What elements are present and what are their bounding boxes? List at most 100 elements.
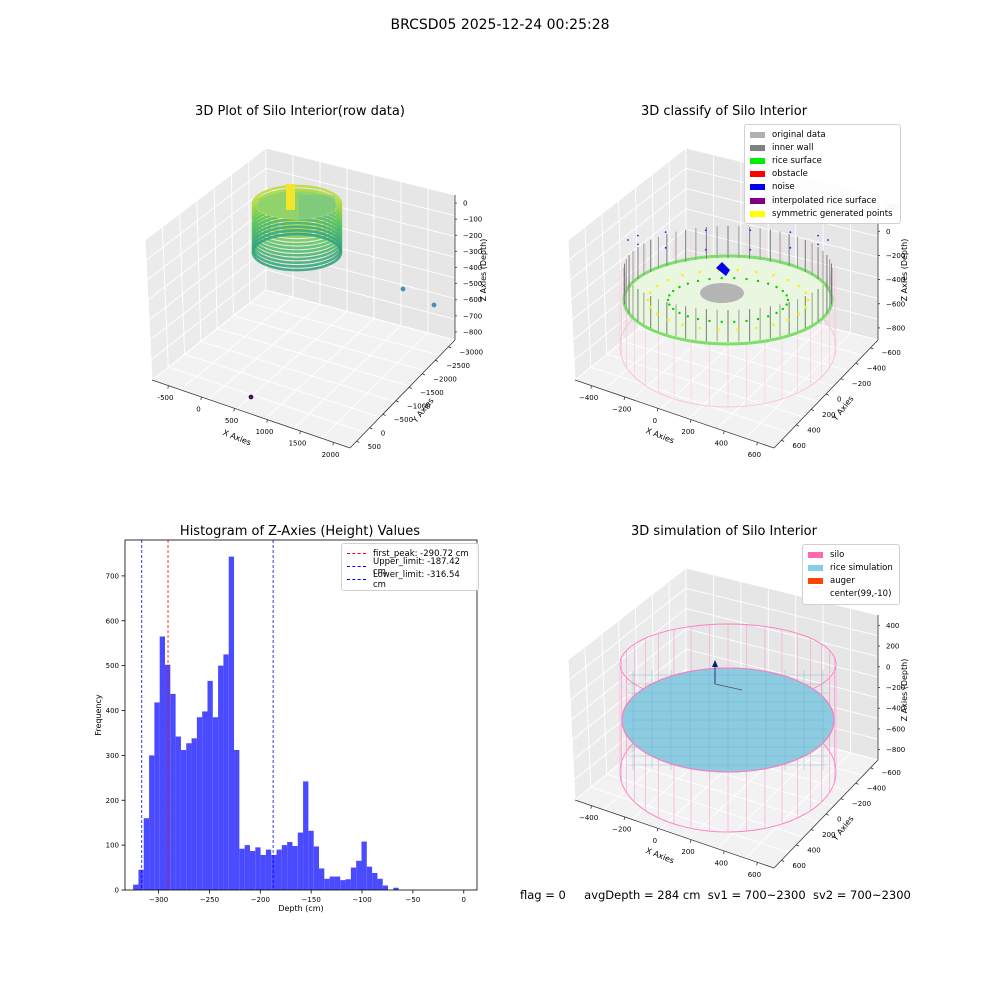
z-axis-tick-label: −400 (886, 705, 905, 713)
wall-grid-line (568, 167, 687, 261)
histogram-bar (334, 876, 341, 890)
histogram-bar (382, 885, 389, 890)
y-axis-tick-label: −600 (882, 769, 901, 777)
z-axis-tick-label: 0 (886, 663, 890, 671)
histogram-bar (196, 717, 203, 890)
plot-frame (124, 539, 478, 891)
floor-grid-line (745, 752, 851, 859)
legend-entry: rice surface (750, 154, 895, 167)
symmetric-point (806, 298, 810, 302)
noise-point (789, 246, 792, 249)
histogram-bar (345, 879, 351, 890)
y-axis-tick-label: 200 (822, 411, 835, 419)
y-axis-tick (825, 813, 829, 816)
x-axis-label: X Axies (645, 846, 676, 865)
symmetric-point (681, 273, 684, 277)
floor-grid-line (590, 786, 789, 853)
original-data-patch (700, 283, 744, 303)
y-axis-tick-label: −200 (852, 800, 871, 808)
histogram-bar (319, 868, 325, 890)
classify-plot-title: 3D classify of Silo Interior (640, 104, 808, 119)
rice-surface-point (781, 307, 785, 311)
wall-grid-line (248, 161, 251, 303)
histogram-bar (366, 866, 373, 890)
y-tick-label: 700 (106, 572, 119, 580)
status-footer: flag = 0 avgDepth = 284 cm sv1 = 700~230… (520, 888, 911, 902)
noise-point (704, 229, 707, 232)
y-axis-tick-label: 400 (807, 846, 820, 854)
rawdata-3d-plot: -50005001000150020005000−500−1000−1500−2… (144, 146, 488, 459)
x-axis-tick-label: 1000 (256, 428, 274, 436)
symmetric-point (655, 284, 659, 288)
z-axis-tick-label: −600 (463, 296, 482, 304)
histogram-bar (244, 845, 250, 890)
symmetric-point (698, 270, 702, 274)
wall-grid-line (568, 587, 687, 681)
classify-legend: original data inner wall rice surface ob… (744, 124, 901, 225)
wall-grid-line (265, 248, 456, 300)
z-axis-tick-label: 0 (463, 200, 467, 208)
wall-grid-line (145, 167, 267, 261)
legend-swatch (750, 131, 765, 138)
histogram-bar (350, 867, 357, 890)
legend-swatch (808, 564, 823, 571)
legend-label: interpolated rice surface (772, 195, 877, 206)
y-tick-label: 500 (106, 662, 119, 670)
wall-grid-line (571, 648, 687, 741)
histogram-bar (207, 680, 213, 890)
z-axis-tick-label: −100 (463, 216, 482, 224)
x-tick-label: −100 (352, 896, 371, 904)
symmetric-point (772, 273, 775, 277)
x-axis-tick-label: 400 (715, 860, 728, 868)
y-axis-tick-label: 600 (792, 862, 805, 870)
legend-entry: Upper_limit: -187.42 cm (347, 557, 473, 577)
x-axis-tick-label: −400 (579, 394, 598, 402)
legend-label: original data (772, 129, 826, 140)
noise-point (627, 239, 629, 241)
histogram-bar (202, 711, 208, 890)
x-tick-label: −200 (251, 896, 270, 904)
z-axis-tick-label: −700 (463, 312, 482, 320)
floor-grid-line (716, 325, 824, 429)
legend-swatch (750, 144, 765, 151)
y-axis-tick (870, 347, 874, 350)
x-axis-tick-label: 600 (748, 871, 761, 879)
y-axis-tick (781, 859, 785, 862)
y-axis-tick (825, 393, 829, 396)
simulation-3d-plot: −400−20002004006006004002000−200−400−600… (567, 566, 909, 879)
histogram-bar (143, 818, 150, 890)
y-axis-tick (435, 359, 439, 362)
x-axis-tick-label: 1500 (289, 440, 307, 448)
floor-grid-line (200, 340, 396, 403)
histogram-bar (228, 556, 235, 890)
legend-entry: silo (808, 548, 894, 561)
legend-line (347, 579, 366, 581)
legend-entry: Lower_limit: -316.54 cm (347, 570, 473, 590)
histogram-title: Histogram of Z-Axies (Height) Values (179, 524, 421, 539)
legend-entry: obstacle (750, 168, 895, 181)
x-axis-tick-label: 0 (653, 837, 657, 845)
y-axis-tick (356, 440, 360, 443)
legend-entry: noise (750, 181, 895, 194)
floor-grid-line (622, 760, 819, 823)
figure-suptitle: BRCSD05 2025-12-24 00:25:28 (390, 17, 610, 33)
histogram-bar (218, 665, 224, 890)
histogram-bar (281, 845, 288, 890)
x-axis-label: X Axies (222, 428, 253, 447)
floor-grid-line (745, 332, 851, 439)
y-axis-tick-label: −600 (882, 349, 901, 357)
histogram-bar (340, 880, 346, 890)
wall-grid-line (179, 213, 186, 355)
histogram-legend: first_peak: -290.72 cm Upper_limit: -187… (341, 543, 479, 591)
histogram-bar (324, 878, 330, 890)
y-tick-label: 400 (106, 707, 119, 715)
z-axis-label: Z Axies (Depth) (900, 239, 909, 302)
z-axis-tick-label: −200 (463, 232, 482, 240)
z-axis-tick-label: −200 (886, 252, 905, 260)
y-tick-label: 300 (106, 752, 119, 760)
sv1-text: sv1 = 700~2300 (707, 888, 806, 902)
legend-label: inner wall (772, 142, 814, 153)
noise-point (704, 248, 707, 251)
histogram-bar (297, 832, 304, 890)
symmetric-point (804, 291, 808, 295)
